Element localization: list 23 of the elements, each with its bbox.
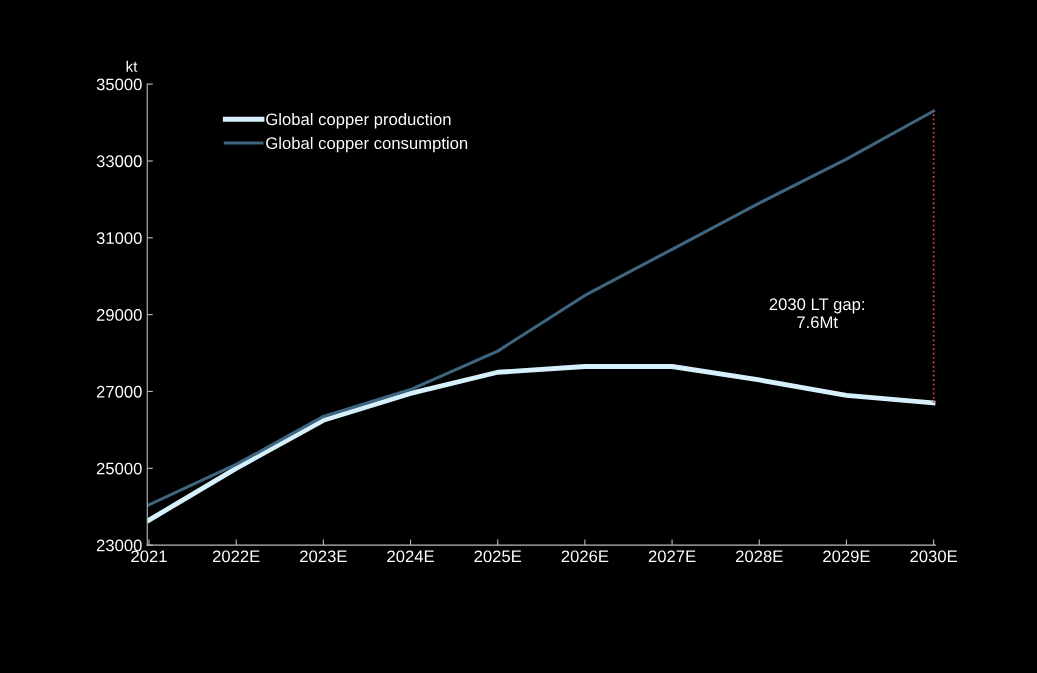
y-tick-label: 25000 xyxy=(96,462,142,475)
y-tick-label: 23000 xyxy=(96,539,142,552)
x-tick-label: 2027E xyxy=(648,550,696,563)
x-tick-label: 2024E xyxy=(387,550,434,563)
x-tick-label: 2023E xyxy=(300,550,347,563)
annotation: 2030 LT gap: 7.6Mt xyxy=(769,298,864,329)
y-tick-label: 29000 xyxy=(96,309,142,321)
y-tick-label: 31000 xyxy=(96,232,142,244)
x-tick-label: 2026E xyxy=(561,550,609,563)
x-tick-label: 2028E xyxy=(736,550,783,563)
x-tick-label: 2025E xyxy=(474,550,522,563)
x-tick-label: 2021 xyxy=(131,550,167,563)
legend-label: Global copper production xyxy=(266,112,451,129)
y-tick-label: 33000 xyxy=(96,155,142,168)
x-tick-label: 2030E xyxy=(910,550,958,563)
line-series xyxy=(147,109,936,507)
x-tick-label: 2029E xyxy=(823,550,870,563)
legend-label: Global copper consumption xyxy=(266,136,468,153)
y-axis-title: kt xyxy=(126,60,138,72)
x-tick-label: 2022E xyxy=(212,550,260,563)
y-tick-label: 35000 xyxy=(96,78,142,91)
y-tick-label: 27000 xyxy=(96,385,142,398)
line-series xyxy=(147,364,936,523)
